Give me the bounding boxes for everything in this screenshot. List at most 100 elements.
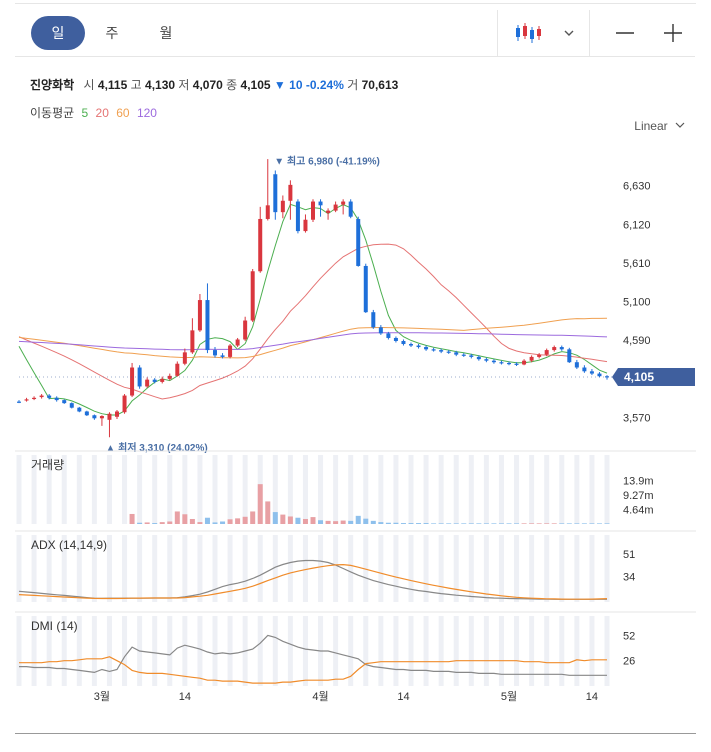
scale-selector[interactable]: Linear — [634, 119, 686, 133]
grid-stripe — [574, 616, 580, 686]
price-axis-label: 5,100 — [623, 297, 651, 309]
candle — [280, 195, 285, 219]
volume-bar — [529, 523, 535, 524]
tab-week[interactable]: 주 — [105, 25, 119, 41]
candle — [17, 400, 21, 404]
grid-stripe — [468, 455, 474, 524]
volume-bar — [604, 523, 610, 524]
candle-body — [333, 204, 338, 211]
grid-stripe — [559, 535, 565, 602]
ma-120: 120 — [136, 106, 157, 120]
candle-body — [273, 174, 278, 213]
candle-body — [356, 218, 361, 266]
volume-bar — [302, 518, 308, 524]
grid-stripe — [167, 535, 173, 602]
volume-bar — [536, 523, 542, 524]
grid-stripe — [589, 455, 595, 524]
grid-stripe — [529, 455, 535, 524]
candle — [514, 362, 519, 366]
grid-stripe — [257, 616, 263, 686]
volume-bar — [144, 522, 150, 524]
volume-bar — [310, 517, 316, 524]
volume-bar — [227, 519, 233, 524]
grid-stripe — [287, 535, 293, 602]
candle-body — [205, 300, 210, 351]
dmi-axis-label: 52 — [623, 630, 635, 642]
volume-label: 거 — [347, 78, 359, 92]
grid-stripe — [152, 535, 158, 602]
candle — [424, 345, 429, 351]
candle-body — [303, 219, 308, 232]
grid-stripe — [393, 535, 399, 602]
minus-icon[interactable] — [613, 18, 637, 48]
candle-body — [92, 415, 97, 419]
grid-stripe — [122, 455, 128, 524]
candle-body — [393, 337, 398, 341]
high-annotation: ▼ 최고 6,980 (-41.19%) — [274, 154, 380, 167]
grid-stripe — [61, 535, 67, 602]
grid-stripe — [46, 616, 52, 686]
grid-stripe — [137, 535, 143, 602]
x-axis-label: 4월 — [312, 690, 328, 703]
grid-stripe — [76, 616, 82, 686]
candle — [409, 342, 413, 348]
grid-stripe — [227, 455, 233, 524]
candle — [582, 365, 587, 373]
grid-stripe — [423, 616, 429, 686]
grid-stripe — [242, 535, 248, 602]
candle — [295, 199, 300, 234]
candle — [303, 214, 308, 233]
volume-bar — [235, 518, 241, 524]
moving-average-legend: 이동평균 5 20 60 120 — [30, 104, 157, 121]
grid-stripe — [468, 535, 474, 602]
grid-stripe — [453, 535, 459, 602]
candle-body — [39, 395, 44, 398]
candle — [356, 216, 361, 267]
grid-stripe — [589, 535, 595, 602]
tab-month[interactable]: 월 — [159, 25, 173, 41]
volume-bar — [551, 523, 557, 524]
volume-bar — [250, 511, 256, 524]
candle — [107, 412, 112, 438]
candle-body — [401, 340, 406, 345]
plus-icon[interactable] — [661, 18, 685, 48]
candle — [220, 353, 225, 359]
candle — [318, 199, 323, 217]
candle — [544, 348, 549, 357]
candle-body — [341, 201, 346, 205]
volume-bar — [212, 522, 218, 524]
volume-bar — [581, 523, 587, 524]
grid-stripe — [212, 616, 218, 686]
candle — [62, 399, 67, 404]
grid-stripe — [152, 455, 158, 524]
candle — [567, 347, 572, 363]
candle — [47, 394, 52, 400]
grid-stripe — [529, 616, 535, 686]
candle-body — [107, 413, 112, 420]
candlestick-icon[interactable] — [513, 18, 547, 48]
candle — [507, 361, 511, 366]
grid-stripe — [453, 455, 459, 524]
grid-stripe — [61, 455, 67, 524]
candle-body — [167, 375, 172, 379]
candle-body — [446, 351, 451, 353]
candle-body — [567, 349, 572, 363]
grid-stripe — [272, 455, 278, 524]
grid-stripe — [604, 616, 610, 686]
volume-bar — [506, 523, 512, 524]
candle-body — [288, 184, 293, 201]
grid-stripe — [76, 455, 82, 524]
grid-stripe — [514, 616, 520, 686]
candle — [439, 348, 444, 354]
panel-grid — [16, 535, 610, 602]
candle-body — [99, 416, 104, 419]
grid-stripe — [574, 455, 580, 524]
chevron-down-icon[interactable] — [559, 18, 579, 48]
grid-stripe — [363, 455, 369, 524]
grid-stripe — [333, 535, 339, 602]
tab-day[interactable]: 일 — [31, 16, 85, 50]
candle — [597, 372, 602, 378]
candle — [54, 396, 59, 402]
candle-body — [537, 354, 542, 357]
